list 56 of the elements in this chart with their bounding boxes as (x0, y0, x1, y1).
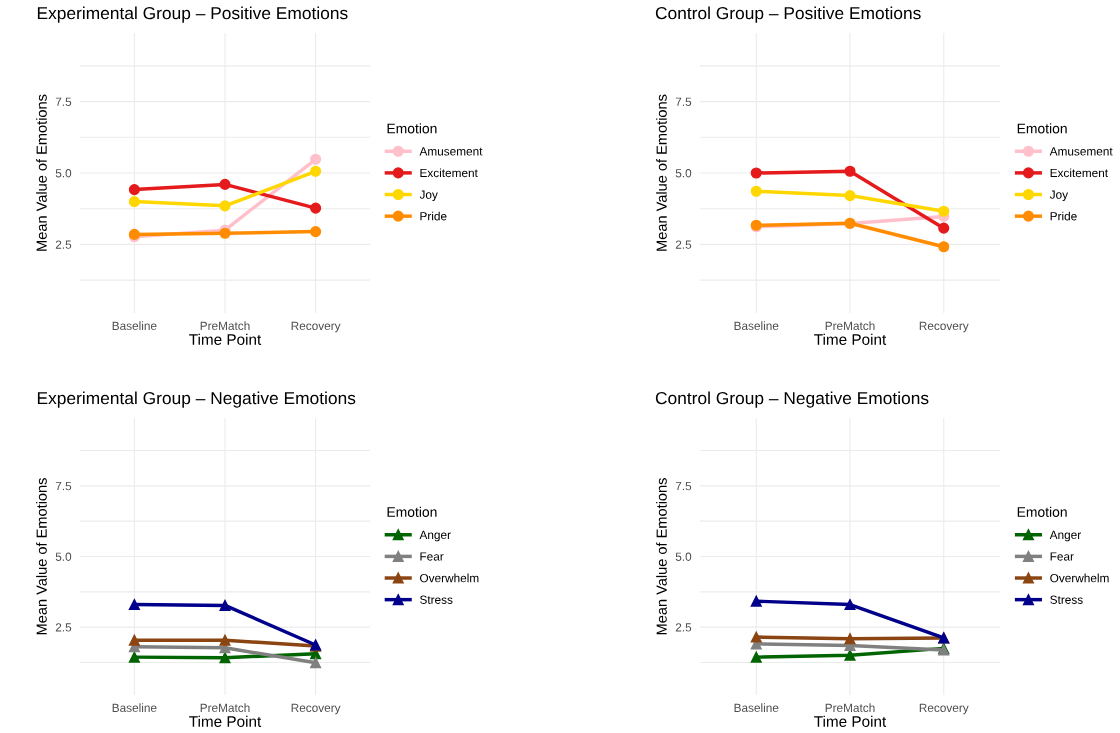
y-axis-title: Mean Value of Emotions (656, 94, 667, 251)
legend-label: Anger (1049, 530, 1081, 542)
x-axis-title: Time Point (814, 715, 887, 727)
chart-title: Control Group – Negative Emotions (655, 391, 929, 408)
legend-label: Stress (1050, 595, 1083, 604)
x-tick-label: PreMatch (825, 321, 875, 330)
x-tick-label: Recovery (919, 703, 969, 715)
y-tick-label: 2.5 (675, 240, 692, 249)
y-tick-label: 5.0 (675, 169, 692, 178)
legend-label: Pride (420, 211, 447, 221)
y-axis-title: Mean Value of Emotions (36, 94, 47, 251)
y-tick-label: 5.0 (675, 552, 692, 561)
y-tick-label: 2.5 (55, 623, 72, 632)
legend-label: Overwhelm (1050, 573, 1109, 583)
y-axis-title: Mean Value of Emotions (36, 478, 47, 635)
legend-label: Fear (420, 552, 444, 561)
x-axis-title: Time Point (814, 333, 887, 345)
x-tick-label: Baseline (112, 703, 157, 712)
y-axis-title: Mean Value of Emotions (656, 478, 667, 635)
x-tick-label: PreMatch (200, 321, 250, 330)
legend-label: Amusement (1049, 147, 1113, 156)
legend-title: Emotion (387, 506, 437, 517)
y-tick-label: 7.5 (55, 481, 72, 491)
x-tick-label: Recovery (919, 321, 969, 333)
legend-title: Emotion (387, 123, 437, 134)
chart-title: Control Group – Positive Emotions (655, 6, 921, 23)
x-axis-title: Time Point (189, 333, 262, 345)
x-tick-label: PreMatch (200, 703, 250, 712)
legend-label: Excitement (1050, 168, 1108, 178)
x-tick-label: PreMatch (825, 703, 875, 712)
x-tick-label: Recovery (291, 321, 341, 333)
y-tick-label: 7.5 (675, 481, 692, 491)
y-tick-label: 5.0 (55, 169, 72, 178)
legend-label: Joy (419, 190, 438, 202)
x-tick-label: Recovery (291, 703, 341, 715)
y-tick-label: 2.5 (55, 240, 72, 249)
x-axis-title: Time Point (189, 715, 262, 727)
chart-title: Experimental Group – Positive Emotions (37, 6, 348, 23)
y-tick-label: 5.0 (55, 552, 72, 561)
y-tick-label: 7.5 (55, 97, 72, 106)
legend-label: Amusement (419, 147, 483, 156)
chart-title: Experimental Group – Negative Emotions (37, 391, 356, 408)
y-tick-label: 2.5 (675, 623, 692, 632)
legend-label: Overwhelm (420, 573, 479, 583)
x-tick-label: Baseline (112, 321, 157, 330)
legend-label: Stress (420, 595, 453, 604)
x-tick-label: Baseline (734, 321, 779, 330)
legend-title: Emotion (1017, 506, 1067, 517)
legend-label: Excitement (420, 168, 478, 178)
x-tick-label: Baseline (734, 703, 779, 712)
legend-label: Pride (1050, 211, 1077, 221)
legend-label: Fear (1050, 552, 1074, 561)
legend-title: Emotion (1017, 123, 1067, 134)
y-tick-label: 7.5 (675, 97, 692, 106)
legend-label: Joy (1049, 190, 1069, 202)
legend-label: Anger (419, 530, 451, 542)
